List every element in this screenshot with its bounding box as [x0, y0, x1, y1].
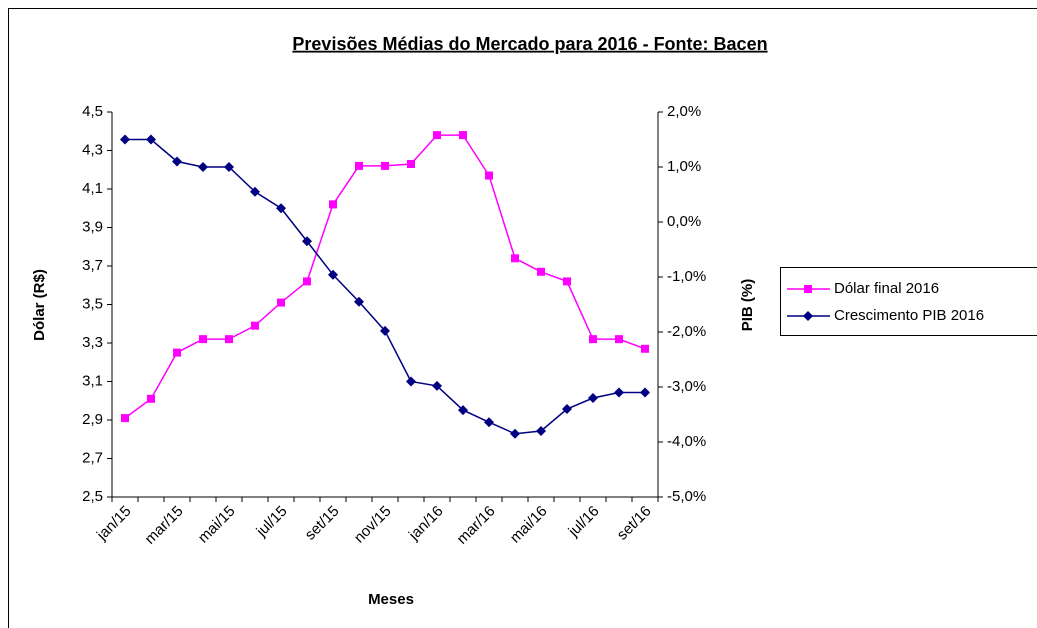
- marker: [328, 269, 338, 280]
- y2-tick-label: -5,0%: [667, 488, 706, 505]
- marker: [433, 131, 441, 140]
- marker: [224, 162, 234, 172]
- y-tick-label: 4,3: [82, 141, 103, 158]
- y2-tick-label: -3,0%: [667, 378, 706, 395]
- marker: [511, 254, 519, 263]
- marker: [303, 277, 311, 286]
- y2-tick-label: -1,0%: [667, 268, 706, 285]
- y2-axis-label: PIB (%): [739, 279, 756, 332]
- marker: [485, 171, 493, 180]
- marker: [537, 267, 545, 276]
- y-tick-label: 3,7: [82, 257, 103, 274]
- marker: [381, 161, 389, 170]
- y2-tick-label: -4,0%: [667, 433, 706, 450]
- y-tick-label: 3,1: [82, 372, 103, 389]
- marker: [510, 428, 520, 439]
- marker: [172, 156, 182, 167]
- marker: [354, 296, 364, 307]
- marker: [588, 393, 598, 403]
- legend-box: [780, 267, 1037, 336]
- marker: [146, 134, 156, 145]
- y-tick-label: 4,5: [82, 103, 103, 120]
- marker: [250, 186, 260, 197]
- y-tick-label: 2,7: [82, 449, 103, 466]
- y2-tick-label: 1,0%: [667, 158, 701, 175]
- marker: [225, 335, 233, 344]
- marker: [458, 405, 468, 416]
- y2-tick-label: 2,0%: [667, 103, 701, 120]
- marker: [380, 325, 390, 336]
- x-axis-label: Meses: [368, 591, 414, 608]
- marker: [407, 159, 415, 168]
- marker: [120, 134, 130, 145]
- marker: [614, 387, 624, 398]
- marker: [121, 414, 129, 423]
- marker: [536, 426, 546, 436]
- chart-title: Previsões Médias do Mercado para 2016 - …: [292, 34, 767, 54]
- y-tick-label: 2,9: [82, 411, 103, 428]
- marker: [277, 298, 285, 307]
- y2-tick-label: 0,0%: [667, 213, 701, 230]
- y-tick-label: 4,1: [82, 180, 103, 197]
- marker: [562, 404, 572, 414]
- legend-marker: [804, 285, 812, 293]
- y-tick-label: 3,5: [82, 295, 103, 312]
- y-tick-label: 3,3: [82, 334, 103, 351]
- marker: [147, 394, 155, 403]
- marker: [459, 131, 467, 140]
- y-axis-label: Dólar (R$): [31, 269, 48, 341]
- marker: [484, 417, 494, 428]
- marker: [198, 162, 208, 172]
- marker: [276, 203, 286, 214]
- y2-tick-label: -2,0%: [667, 323, 706, 340]
- marker: [432, 380, 442, 391]
- marker: [355, 161, 363, 170]
- marker: [640, 387, 650, 398]
- marker: [173, 348, 181, 357]
- legend-marker: [803, 311, 813, 321]
- y-tick-label: 2,5: [82, 488, 103, 505]
- marker: [199, 335, 207, 344]
- legend-label: Crescimento PIB 2016: [834, 307, 984, 324]
- marker: [302, 236, 312, 247]
- marker: [641, 344, 649, 353]
- y-tick-label: 3,9: [82, 218, 103, 235]
- legend-label: Dólar final 2016: [834, 280, 939, 297]
- marker: [615, 335, 623, 344]
- marker: [589, 335, 597, 344]
- marker: [251, 321, 259, 330]
- marker: [563, 277, 571, 286]
- marker: [406, 376, 416, 387]
- marker: [329, 200, 337, 209]
